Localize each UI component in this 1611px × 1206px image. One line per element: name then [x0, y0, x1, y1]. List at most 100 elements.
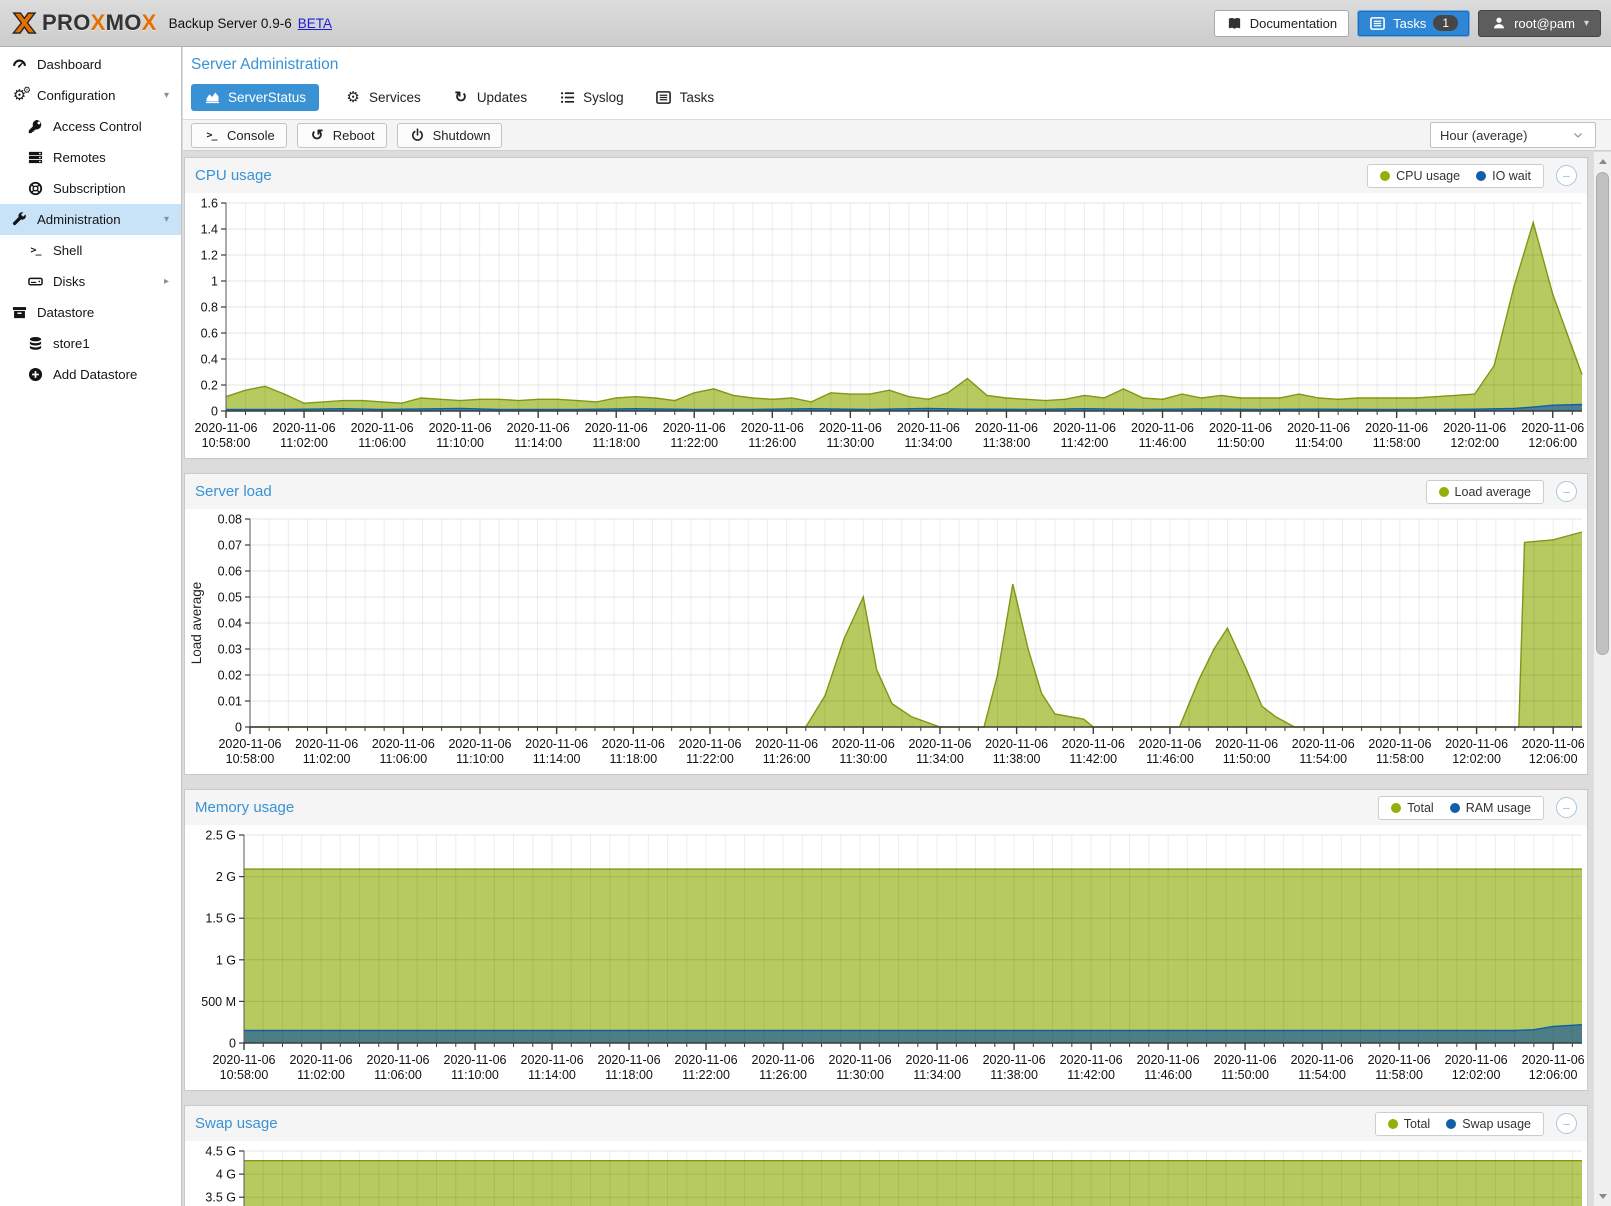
legend-label: Load average	[1454, 484, 1531, 499]
svg-text:2020-11-06: 2020-11-06	[1137, 1053, 1200, 1067]
tasks-button[interactable]: Tasks 1	[1357, 9, 1471, 37]
sidebar-item-store1[interactable]: store1	[0, 328, 181, 359]
legend-item-io-wait[interactable]: IO wait	[1476, 169, 1531, 183]
sidebar-item-dashboard[interactable]: Dashboard	[0, 49, 181, 80]
chart-body: 0 0.01 0.02 0.03 0.04 0.05 0.06 0.07 0.08 2020-11…	[185, 509, 1587, 774]
legend-item-ram-usage[interactable]: RAM usage	[1449, 801, 1531, 815]
console-button[interactable]: >_ Console	[191, 122, 287, 148]
chevron-down-icon[interactable]: ▾	[163, 214, 169, 225]
legend-item-cpu-usage[interactable]: CPU usage	[1380, 169, 1460, 183]
user-icon	[1490, 16, 1507, 30]
tab-serverstatus[interactable]: ServerStatus	[191, 83, 320, 111]
tab-services[interactable]: ⚙ Services	[339, 84, 427, 111]
sidebar-item-remotes[interactable]: Remotes	[0, 142, 181, 173]
svg-text:2020-11-06: 2020-11-06	[1292, 737, 1355, 751]
svg-text:10:58:00: 10:58:00	[226, 752, 275, 766]
legend-label: Total	[1403, 1116, 1431, 1131]
chart-legend: Total RAM usage	[1378, 795, 1544, 820]
sidebar-item-add-datastore[interactable]: Add Datastore	[0, 359, 181, 390]
sidebar-item-label: Configuration	[37, 88, 116, 103]
legend-item-swap-usage[interactable]: Swap usage	[1446, 1117, 1531, 1131]
svg-text:0: 0	[235, 721, 242, 735]
chevron-down-icon[interactable]: ▾	[163, 90, 169, 101]
legend-label: CPU usage	[1396, 168, 1461, 183]
svg-text:11:54:00: 11:54:00	[1299, 752, 1347, 766]
content-scroll-area: CPU usage CPU usage IO wait − 0 0.2 0.4 0.6 0.8 1…	[183, 152, 1593, 1206]
svg-text:0.02: 0.02	[218, 669, 242, 683]
legend-dot	[1446, 1118, 1457, 1129]
user-menu-button[interactable]: root@pam ▾	[1478, 9, 1601, 37]
chart-legend: CPU usage IO wait	[1367, 163, 1544, 188]
svg-text:2020-11-06: 2020-11-06	[448, 737, 511, 751]
svg-text:2020-11-06: 2020-11-06	[819, 421, 882, 435]
svg-text:2020-11-06: 2020-11-06	[1214, 1053, 1277, 1067]
legend-item-total[interactable]: Total	[1391, 801, 1434, 815]
svg-text:2020-11-06: 2020-11-06	[1053, 421, 1116, 435]
svg-text:0.01: 0.01	[218, 695, 242, 709]
scroll-up-arrow[interactable]	[1594, 154, 1611, 169]
legend-item-total[interactable]: Total	[1387, 1116, 1431, 1131]
legend-item-load-average[interactable]: Load average	[1438, 484, 1531, 499]
sidebar-item-access-control[interactable]: Access Control	[0, 111, 181, 142]
reboot-button[interactable]: ↺ Reboot	[296, 122, 387, 148]
collapse-panel-button[interactable]: −	[1556, 481, 1577, 502]
reboot-icon: ↺	[310, 127, 324, 144]
svg-text:11:30:00: 11:30:00	[839, 752, 887, 766]
panel-server-load: Server load Load average − 0 0.01 0.02 0.03 0.0…	[184, 473, 1588, 775]
svg-text:2020-11-06: 2020-11-06	[507, 421, 570, 435]
svg-text:11:38:00: 11:38:00	[983, 436, 1031, 450]
sidebar-item-administration[interactable]: Administration ▾	[0, 204, 181, 235]
legend-dot	[1380, 170, 1391, 181]
svg-text:2020-11-06: 2020-11-06	[295, 737, 358, 751]
scroll-down-arrow[interactable]	[1594, 1189, 1611, 1204]
tab-bar: ServerStatus ⚙ Services ↻ Updates Syslog Tasks	[191, 82, 1611, 112]
documentation-button[interactable]: Documentation	[1213, 9, 1350, 37]
svg-text:1.2: 1.2	[201, 249, 218, 263]
svg-text:11:26:00: 11:26:00	[748, 436, 796, 450]
page-title: Server Administration	[191, 56, 339, 73]
tab-label: Services	[369, 89, 421, 105]
chart-cpu-usage[interactable]: 00.20.40.60.811.21.41.62020-11-0610:58:0…	[188, 193, 1584, 451]
svg-text:2020-11-06: 2020-11-06	[1522, 1053, 1584, 1067]
tab-syslog[interactable]: Syslog	[553, 84, 630, 111]
chart-legend: Load average	[1425, 479, 1544, 504]
svg-text:1.6: 1.6	[201, 197, 218, 211]
vertical-scrollbar[interactable]	[1594, 152, 1611, 1206]
svg-text:2020-11-06: 2020-11-06	[1131, 421, 1194, 435]
timeframe-select[interactable]: Hour (average)	[1430, 122, 1596, 148]
svg-text:11:54:00: 11:54:00	[1298, 1068, 1346, 1082]
tab-updates[interactable]: ↻ Updates	[447, 82, 533, 112]
sidebar-item-datastore[interactable]: Datastore	[0, 297, 181, 328]
sidebar-item-shell[interactable]: >_ Shell	[0, 235, 181, 266]
svg-text:11:30:00: 11:30:00	[836, 1068, 884, 1082]
collapse-panel-button[interactable]: −	[1556, 797, 1577, 818]
tab-tasks[interactable]: Tasks	[650, 84, 721, 111]
svg-text:11:50:00: 11:50:00	[1221, 1068, 1269, 1082]
tab-label: Syslog	[583, 89, 624, 105]
refresh-icon: ↻	[454, 89, 468, 106]
svg-text:2020-11-06: 2020-11-06	[906, 1053, 969, 1067]
sidebar-item-label: Subscription	[53, 181, 126, 196]
svg-text:2020-11-06: 2020-11-06	[1060, 1053, 1123, 1067]
svg-text:11:22:00: 11:22:00	[670, 436, 718, 450]
shutdown-button[interactable]: Shutdown	[396, 122, 503, 148]
sidebar-item-configuration[interactable]: ⚙ ⚙ Configuration ▾	[0, 80, 181, 111]
svg-text:11:26:00: 11:26:00	[763, 752, 811, 766]
chart-server-load[interactable]: 0 0.01 0.02 0.03 0.04 0.05 0.06 0.07 0.08 2020-11…	[188, 509, 1585, 767]
sidebar-item-disks[interactable]: Disks ▸	[0, 266, 181, 297]
collapse-panel-button[interactable]: −	[1556, 165, 1577, 186]
scrollbar-thumb[interactable]	[1596, 172, 1609, 655]
chevron-right-icon[interactable]: ▸	[163, 276, 169, 287]
beta-link[interactable]: BETA	[297, 15, 332, 31]
svg-text:2020-11-06: 2020-11-06	[1521, 421, 1584, 435]
collapse-panel-button[interactable]: −	[1556, 1113, 1577, 1134]
chart-legend: Total Swap usage	[1374, 1111, 1544, 1136]
sidebar-item-subscription[interactable]: Subscription	[0, 173, 181, 204]
svg-text:0.6: 0.6	[201, 327, 218, 341]
panel-title: Server load	[195, 483, 272, 500]
console-icon: >_	[206, 129, 217, 141]
svg-text:2020-11-06: 2020-11-06	[908, 737, 971, 751]
